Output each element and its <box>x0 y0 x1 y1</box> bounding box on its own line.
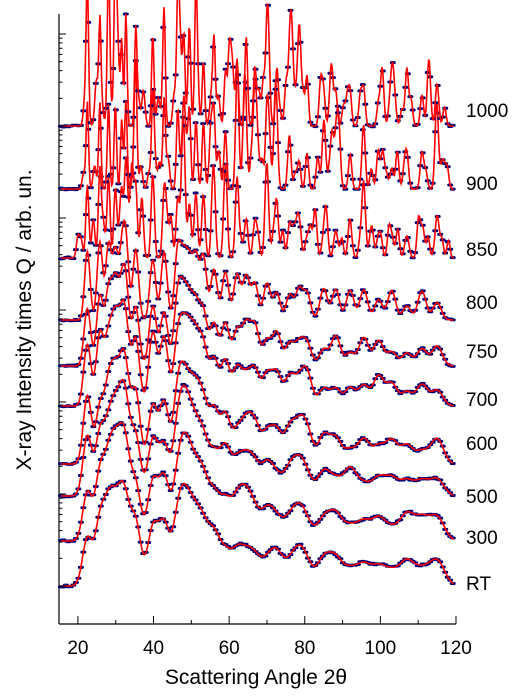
curve-label: 600 <box>466 434 498 455</box>
curve-900 <box>57 59 456 192</box>
curve-RT <box>57 479 456 589</box>
curve-label: 500 <box>466 487 498 508</box>
fit-line <box>60 117 454 259</box>
fit-line <box>60 0 454 127</box>
curve-750 <box>57 262 456 368</box>
curve-label: 300 <box>466 528 498 549</box>
curve-800 <box>57 218 456 323</box>
x-axis-title: Scattering Angle 2θ <box>165 666 347 689</box>
curve-label: 850 <box>466 240 498 261</box>
curve-label: 750 <box>466 342 498 363</box>
curve-600 <box>57 347 456 466</box>
x-tick-label: 80 <box>294 638 315 659</box>
curve-label: 800 <box>466 293 498 314</box>
curve-850 <box>57 115 456 261</box>
curve-label: 900 <box>466 174 498 195</box>
curve-label: 700 <box>466 390 498 411</box>
y-axis <box>59 33 66 587</box>
x-tick-label: 100 <box>365 638 397 659</box>
curve-label: 1000 <box>466 101 508 122</box>
fit-line <box>60 480 454 587</box>
fit-line <box>60 262 454 367</box>
fit-line <box>60 378 454 497</box>
curve-label: RT <box>466 574 491 595</box>
x-axis: 20 40 60 80 100 120 <box>67 616 472 659</box>
fit-line <box>60 298 454 407</box>
fit-line <box>60 421 454 542</box>
curve-300 <box>57 421 456 544</box>
x-tick-label: 60 <box>219 638 240 659</box>
fit-line <box>60 218 454 321</box>
x-tick-label: 40 <box>143 638 164 659</box>
fit-line <box>60 60 454 190</box>
x-tick-label: 120 <box>440 638 472 659</box>
curve-labels: RT 300 500 600 700 750 800 850 900 1000 <box>466 101 508 595</box>
observed-points <box>57 347 456 466</box>
curves-group <box>57 0 456 589</box>
x-tick-label: 20 <box>67 638 88 659</box>
fit-line <box>60 347 454 465</box>
y-axis-title: X-ray Intensity times Q / arb. un. <box>13 169 36 470</box>
observed-points <box>57 479 456 589</box>
curve-500 <box>57 378 456 499</box>
